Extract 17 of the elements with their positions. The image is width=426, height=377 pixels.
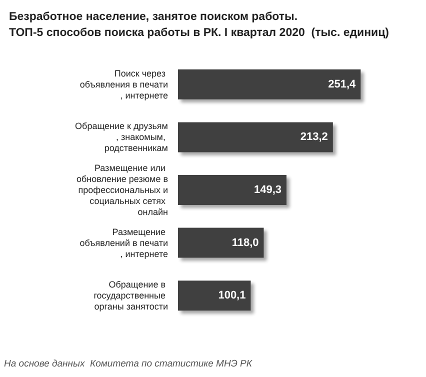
y-tick-label: Обращение в государственные органы занятости — [94, 280, 168, 312]
data-label: 100,1 — [218, 290, 246, 302]
bar — [178, 175, 286, 205]
bar — [178, 69, 361, 100]
bar — [178, 280, 251, 311]
y-tick-label: Обращение к друзьям, знакомым, родственникам — [75, 121, 168, 154]
data-label: 149,3 — [254, 184, 282, 196]
y-tick-label: Поиск через объявления в печати, интернете — [80, 68, 168, 100]
data-label: 118,0 — [232, 236, 259, 249]
data-label: 213,2 — [300, 131, 328, 144]
chart-title: Безработное население, занятое поиском работы. ТОП-5 способов поиска работы в РК. I квартал 2020 (тыс. единиц) — [9, 11, 390, 39]
bar — [178, 228, 264, 258]
y-tick-label: Размещение объявлений в печати, интернете — [80, 226, 168, 259]
data-label: 251,4 — [328, 78, 357, 90]
y-tick-label: Размещение или обновление резюме в профессиональных и социальных сетях онлайн — [76, 163, 168, 217]
text: На основе данных Комитета по статистике МНЭ РК — [4, 358, 254, 370]
bar — [178, 122, 333, 152]
